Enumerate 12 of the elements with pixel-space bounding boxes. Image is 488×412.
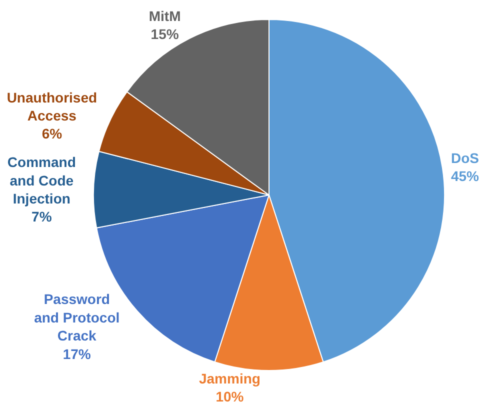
slice-label: Command and Code Injection	[7, 154, 76, 207]
data-label: 6%	[42, 126, 63, 142]
data-label: 15%	[150, 26, 180, 42]
data-label: 10%	[216, 388, 244, 405]
data-label: 45%	[450, 168, 480, 184]
slice-label: Jamming	[198, 370, 260, 387]
slice-label: MitM	[148, 8, 181, 24]
slice-label: Password and Protocol Crack	[34, 291, 120, 344]
data-label: 7%	[32, 208, 52, 225]
slice-label: Unauthorised Access	[6, 89, 98, 124]
data-label: 17%	[62, 346, 92, 362]
slice-label: DoS	[450, 150, 479, 166]
